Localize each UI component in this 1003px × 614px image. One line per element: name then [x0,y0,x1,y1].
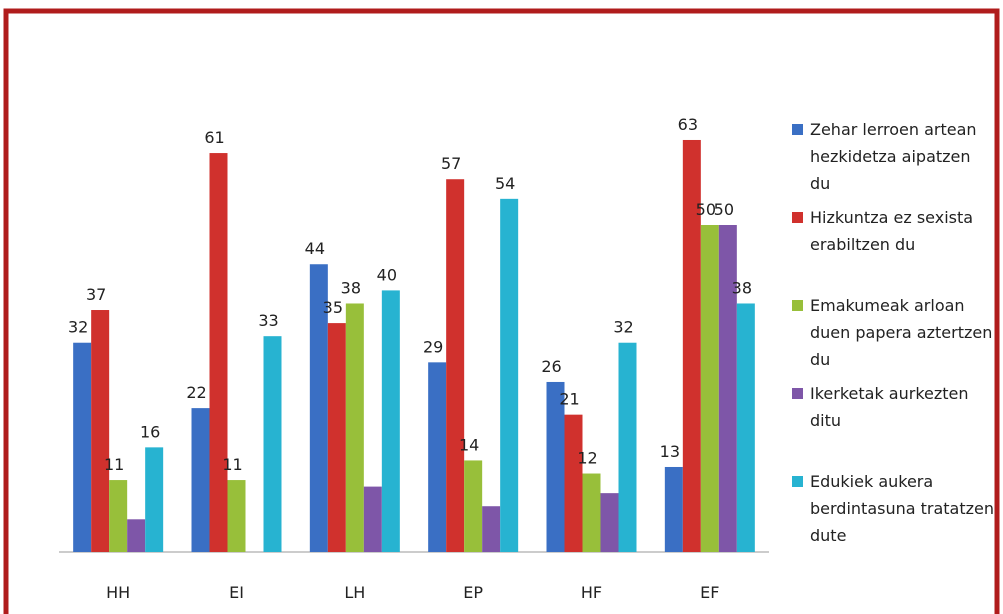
data-label: 38 [341,278,361,297]
legend-swatch [792,212,803,223]
legend-item: Edukiek aukera berdintasuna tratatzen du… [790,468,995,549]
bar [446,179,465,552]
bar [546,381,565,552]
data-label: 50 [696,200,716,219]
bar [127,519,146,552]
data-label: 21 [559,390,579,409]
bar [718,225,737,552]
bar [464,460,483,552]
data-label: 26 [541,357,561,376]
bar [618,342,637,552]
data-label: 40 [377,265,397,284]
data-label: 29 [423,337,443,356]
data-label: 11 [222,455,242,474]
legend-item: Ikerketak aurkezten ditu [790,380,995,434]
data-label: 63 [678,115,698,134]
bar [600,493,619,552]
x-tick-label: EP [463,583,483,602]
legend-item: Hizkuntza ez sexista erabiltzen du [790,204,995,258]
legend-swatch [792,124,803,135]
legend-item: Zehar lerroen artean hezkidetza aipatzen… [790,116,995,197]
bar [682,139,701,553]
bar [263,336,282,552]
bar [209,153,228,552]
bar [428,362,447,552]
x-tick-label: EI [229,583,244,602]
data-label: 13 [660,442,680,461]
x-tick-label: HH [106,583,130,602]
data-label: 57 [441,154,461,173]
data-label: 38 [732,278,752,297]
bar [73,342,92,552]
bar [327,323,346,552]
x-tick-label: HF [581,583,602,602]
legend-label: Hizkuntza ez sexista erabiltzen du [810,208,974,254]
legend: Zehar lerroen artean hezkidetza aipatzen… [790,116,995,556]
legend-swatch [792,476,803,487]
data-label: 37 [86,285,106,304]
legend-label: Zehar lerroen artean hezkidetza aipatzen… [810,120,977,193]
bar [363,486,382,552]
bar [145,447,164,552]
legend-label: Edukiek aukera berdintasuna tratatzen du… [810,472,995,545]
data-label: 61 [204,128,224,147]
x-tick-label: EF [700,583,719,602]
bar [482,506,501,552]
data-label: 35 [323,298,343,317]
data-label: 22 [186,383,206,402]
legend-swatch [792,300,803,311]
bar [700,225,719,552]
frame [3,8,1000,614]
bar [309,264,328,552]
bar [381,290,400,552]
data-label: 44 [305,239,325,258]
bar [582,473,601,552]
bar [736,303,755,552]
data-label: 11 [104,455,124,474]
legend-label: Emakumeak arloan duen papera aztertzen d… [810,296,993,369]
bar [345,303,364,552]
data-label: 12 [577,449,597,468]
data-label: 16 [140,422,160,441]
bar [91,310,110,552]
data-label: 54 [495,174,515,193]
data-label: 14 [459,435,479,454]
bar [664,466,683,552]
data-label: 33 [258,311,278,330]
legend-label: Ikerketak aurkezten ditu [810,384,969,430]
data-label: 32 [613,318,633,337]
data-label: 32 [68,318,88,337]
data-label: 50 [714,200,734,219]
bar [564,414,583,552]
bar [500,198,519,552]
x-tick-label: LH [344,583,365,602]
bar [227,480,246,552]
legend-item: Emakumeak arloan duen papera aztertzen d… [790,292,995,373]
legend-swatch [792,388,803,399]
bar [191,408,210,552]
bar [109,480,128,552]
